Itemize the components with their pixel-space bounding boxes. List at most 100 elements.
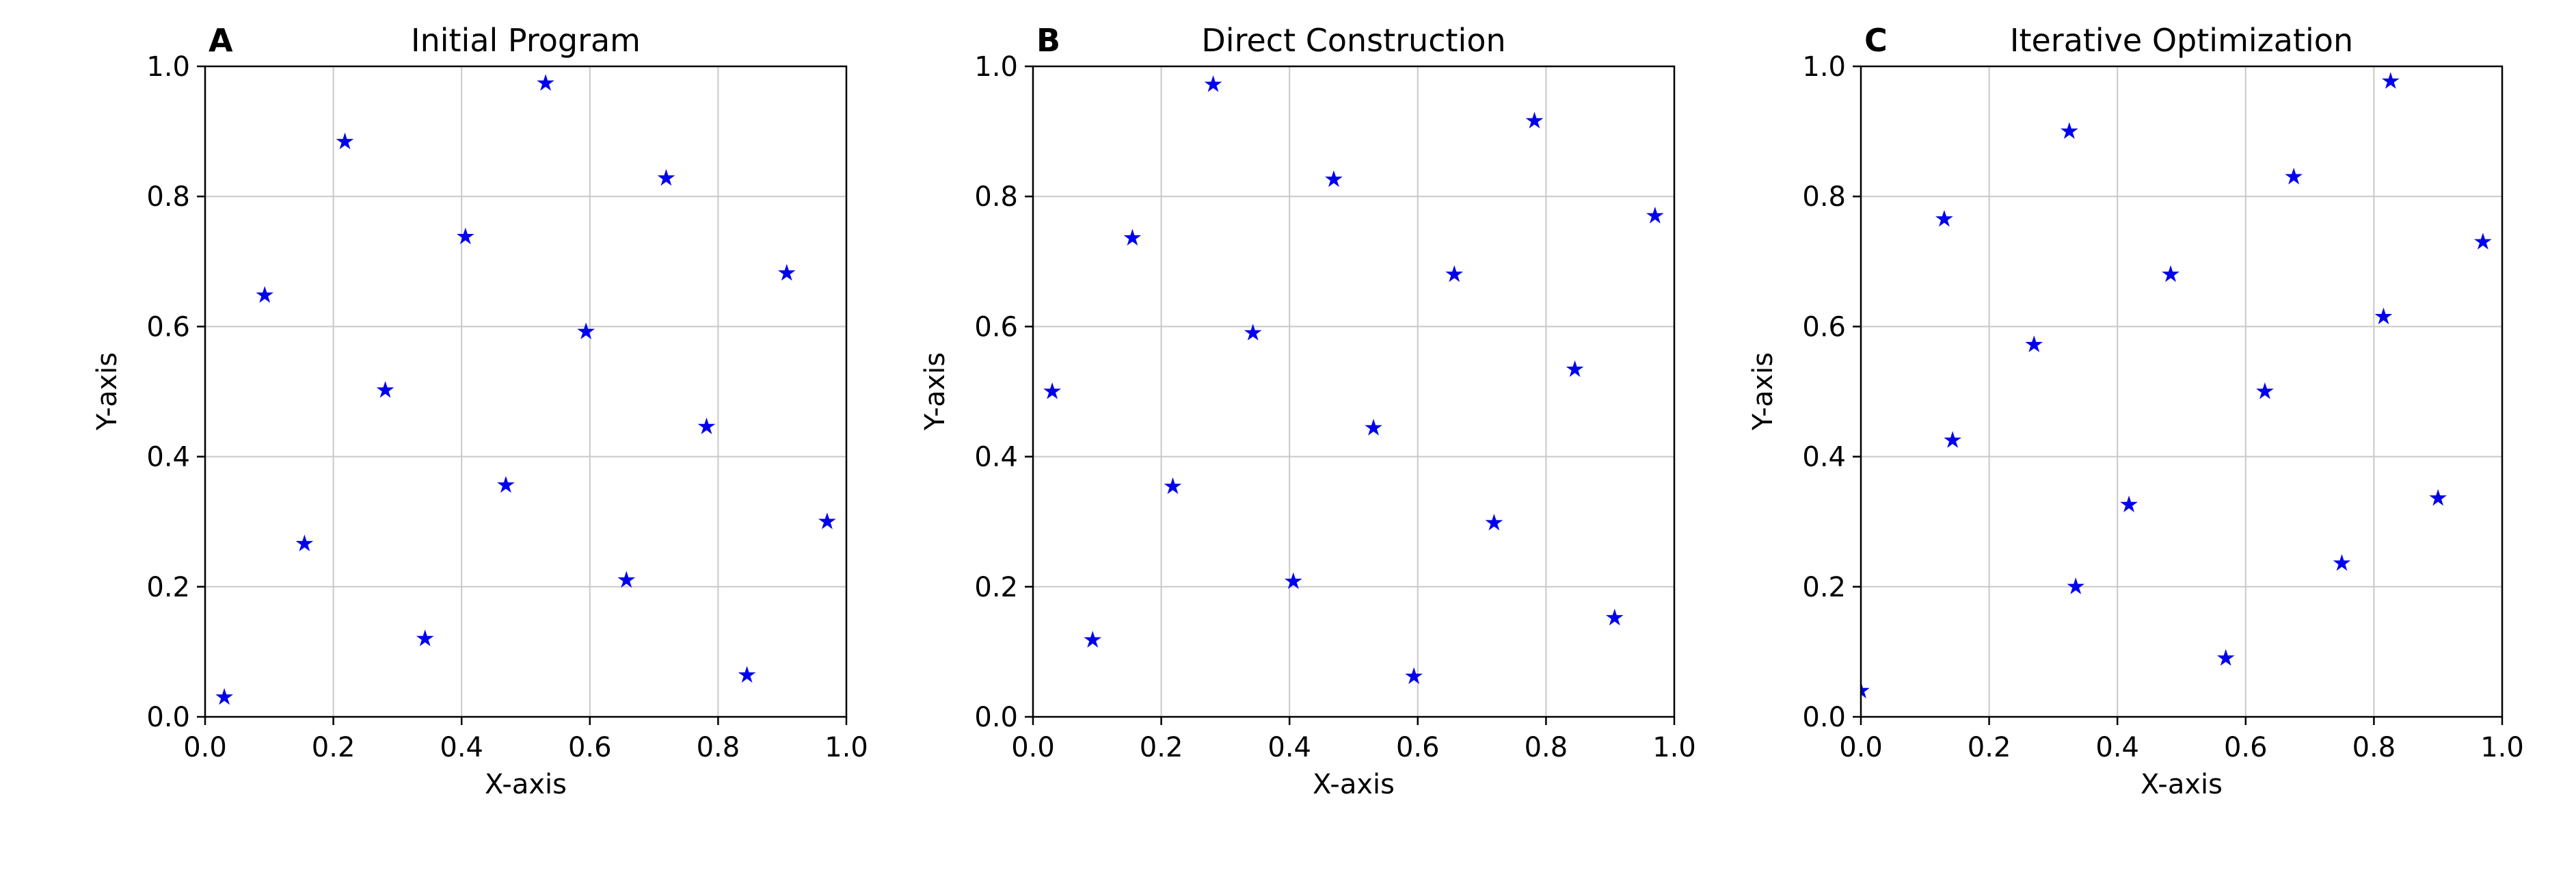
star-marker (1204, 75, 1222, 92)
star-marker (457, 227, 474, 245)
x-axis-label-a: X-axis (485, 769, 567, 800)
star-marker (1084, 631, 1102, 648)
star-marker (2162, 265, 2179, 282)
star-marker (336, 132, 354, 150)
star-marker (1043, 382, 1061, 399)
x-axis-label-c: X-axis (2141, 769, 2223, 800)
y-tick-label: 0.8 (974, 181, 1018, 213)
y-tick-label: 1.0 (974, 51, 1018, 83)
y-axis-label-b: Y-axis (920, 352, 951, 431)
x-tick-label: 0.8 (697, 732, 740, 763)
star-marker (1566, 360, 1584, 378)
star-marker (1445, 265, 1464, 282)
panel-title-b: Direct Construction (1201, 22, 1505, 59)
star-marker (295, 534, 314, 551)
star-marker (2120, 495, 2138, 512)
star-marker (1365, 419, 1382, 436)
star-marker (1944, 431, 1961, 448)
star-marker (376, 381, 394, 398)
y-tick-label: 0.6 (974, 311, 1018, 343)
star-marker (1123, 228, 1142, 246)
star-marker (2333, 554, 2351, 571)
x-tick-label: 1.0 (1652, 732, 1696, 763)
star-marker (2374, 307, 2393, 325)
star-marker (497, 475, 515, 493)
scatter-panel-a: A Initial Program 0.0 0.2 0.4 0.6 0.8 1.0 0.0 0… (92, 22, 868, 800)
y-tick-label: 0.6 (146, 311, 190, 343)
star-marker (738, 666, 756, 683)
x-tick-label: 0.2 (1140, 732, 1183, 763)
panel-letter-c: C (1864, 22, 1888, 59)
star-marker (1164, 477, 1182, 495)
star-marker (617, 570, 636, 588)
star-marker (1935, 210, 1953, 227)
x-tick-label: 1.0 (2480, 732, 2524, 763)
x-tick-label: 0.4 (1267, 732, 1311, 763)
star-marker (1646, 207, 1664, 224)
x-tick-label: 0.8 (2352, 732, 2396, 763)
x-tick-label: 0.4 (440, 732, 483, 763)
y-tick-label: 0.6 (1802, 311, 1846, 343)
star-marker (1485, 514, 1503, 531)
y-axis-label-a: Y-axis (92, 352, 123, 431)
star-marker (818, 512, 836, 529)
star-marker (2067, 577, 2085, 594)
panel-letter-b: B (1036, 22, 1060, 59)
star-marker (1605, 608, 1624, 626)
star-marker (2256, 382, 2274, 399)
axes-a: 0.0 0.2 0.4 0.6 0.8 1.0 0.0 0.2 0.4 0.6 0.8 1.0 (146, 51, 868, 763)
x-tick-label: 0.2 (312, 732, 355, 763)
y-tick-label: 0.0 (1802, 702, 1846, 733)
plot-border-a (204, 65, 848, 718)
scatter-panel-c: C Iterative Optimization 0.0 0.2 0.4 0.6 0.8… (1747, 22, 2524, 800)
x-tick-label: 0.6 (568, 732, 612, 763)
star-marker (2061, 122, 2078, 139)
y-axis-label-c: Y-axis (1747, 352, 1779, 431)
plot-border-b (1032, 65, 1676, 718)
y-tick-label: 0.4 (1802, 442, 1846, 473)
plot-border-c (1860, 65, 2504, 718)
star-marker (215, 688, 233, 705)
star-marker (2285, 168, 2303, 185)
star-marker (777, 263, 796, 281)
x-tick-label: 1.0 (824, 732, 868, 763)
x-tick-label: 0.0 (1011, 732, 1055, 763)
star-marker (697, 417, 716, 434)
y-tick-label: 0.0 (146, 702, 190, 733)
axes-b: 0.0 0.2 0.4 0.6 0.8 1.0 0.0 0.2 0.4 0.6 0.8 1.0 (974, 51, 1695, 763)
y-tick-label: 0.0 (974, 702, 1018, 733)
x-tick-label: 0.0 (1839, 732, 1883, 763)
x-tick-label: 0.2 (1968, 732, 2011, 763)
panel-title-c: Iterative Optimization (2010, 22, 2353, 59)
star-marker (256, 286, 274, 303)
y-tick-label: 0.8 (1802, 181, 1846, 213)
y-tick-label: 0.2 (146, 572, 190, 603)
star-marker (2216, 648, 2235, 666)
star-marker (1525, 111, 1544, 129)
star-marker (1861, 681, 1870, 698)
star-marker (537, 74, 554, 91)
y-tick-label: 1.0 (146, 51, 190, 83)
star-marker (416, 629, 434, 646)
x-tick-label: 0.6 (2224, 732, 2268, 763)
panel-letter-a: A (209, 22, 233, 59)
data-points-a (215, 74, 836, 705)
star-marker (1405, 667, 1423, 684)
star-marker (2025, 335, 2043, 352)
star-marker (2429, 489, 2447, 506)
x-tick-label: 0.6 (1396, 732, 1440, 763)
y-tick-label: 0.4 (146, 442, 190, 473)
star-marker (657, 169, 675, 186)
star-marker (1325, 170, 1343, 187)
x-tick-label: 0.8 (1525, 732, 1568, 763)
star-marker (2474, 233, 2492, 250)
panel-title-a: Initial Program (411, 22, 641, 59)
x-axis-label-b: X-axis (1313, 769, 1395, 800)
x-tick-label: 0.4 (2095, 732, 2139, 763)
x-tick-label: 0.0 (183, 732, 227, 763)
y-tick-label: 1.0 (1802, 51, 1846, 83)
star-marker (577, 322, 595, 339)
star-marker (2381, 72, 2400, 89)
star-marker (1244, 324, 1262, 341)
